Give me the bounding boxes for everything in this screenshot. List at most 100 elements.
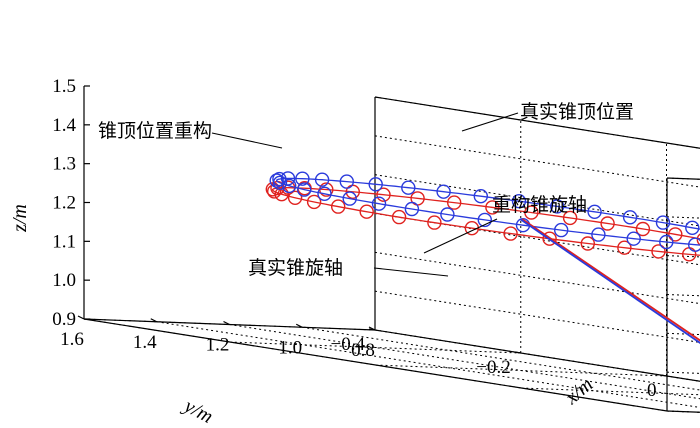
frame-edge-back-top bbox=[374, 96, 700, 149]
reconstructed-apex-trajectory-marker bbox=[436, 184, 451, 199]
z-axis-label: z/m bbox=[9, 204, 31, 233]
y-tick-label: 1.6 bbox=[60, 329, 84, 350]
y-tick-mark bbox=[150, 318, 158, 323]
leader-reconstructed-apex bbox=[211, 132, 283, 149]
annotation-true-apex: 真实锥顶位置 bbox=[520, 101, 634, 123]
true-apex-trajectory-marker bbox=[696, 233, 700, 246]
leader-true-apex bbox=[461, 112, 519, 132]
annotation-reconstructed-axis: 重构锥旋轴 bbox=[492, 194, 587, 216]
grid-layer bbox=[83, 96, 700, 413]
reconstructed-apex-trajectory-marker bbox=[401, 180, 416, 195]
frame-edge-right-top bbox=[666, 177, 700, 180]
reconstructed-apex-trajectory-line bbox=[276, 177, 700, 246]
axes-frame: 0.9 1.0 1.1 1.2 1.3 1.4 1.5 0.8 1.0 1.2 1.4 1.6 −0.4… bbox=[52, 76, 700, 413]
true-apex-trajectory-marker bbox=[391, 209, 407, 225]
true-apex-trajectory-marker bbox=[359, 204, 374, 219]
reconstructed-apex-trajectory-marker bbox=[404, 201, 420, 217]
leader-reconstructed-axis bbox=[423, 218, 498, 254]
true-apex-trajectory-marker bbox=[651, 244, 666, 259]
z-tick-label: 1.0 bbox=[52, 270, 76, 291]
x-tick-mark bbox=[368, 328, 376, 331]
reconstructed-apex-trajectory-marker bbox=[280, 171, 296, 186]
grid-line-floor-y bbox=[302, 326, 700, 391]
x-tick-mark bbox=[514, 351, 521, 354]
true-apex-trajectory-marker bbox=[503, 226, 518, 241]
reconstructed-apex-trajectory-marker bbox=[342, 191, 357, 206]
true-apex-trajectory-marker bbox=[617, 240, 632, 255]
reconstructed-apex-trajectory-marker bbox=[295, 171, 310, 186]
true-apex-trajectory-marker bbox=[331, 199, 346, 214]
y-tick-label: 1.2 bbox=[206, 335, 230, 356]
grid-line-floor-x bbox=[521, 387, 700, 396]
reconstructed-apex-trajectory-marker bbox=[659, 234, 674, 250]
reconstructed-apex-trajectory-marker bbox=[440, 207, 455, 222]
x-tick-mark bbox=[660, 374, 667, 377]
y-tick-mark bbox=[223, 320, 230, 326]
reconstructed-apex-trajectory-marker bbox=[368, 177, 383, 192]
y-tick-label: 1.0 bbox=[278, 337, 302, 358]
y-tick-mark bbox=[295, 323, 303, 328]
reconstructed-apex-trajectory-marker bbox=[314, 172, 330, 187]
reconstructed-apex-trajectory-marker bbox=[297, 182, 312, 197]
true-apex-trajectory-marker bbox=[485, 200, 500, 215]
z-tick-label: 1.2 bbox=[52, 193, 76, 214]
annotation-reconstructed-apex: 锥顶位置重构 bbox=[98, 120, 212, 142]
reconstructed-apex-trajectory-marker bbox=[282, 178, 297, 194]
true-apex-trajectory-marker bbox=[427, 215, 442, 230]
reconstructed-apex-trajectory-marker bbox=[550, 199, 565, 214]
leader-true-axis bbox=[373, 267, 449, 277]
grid-line-floor-y bbox=[229, 324, 700, 400]
x-axis-label: x/m bbox=[560, 373, 597, 409]
reconstructed-apex-trajectory-marker bbox=[688, 237, 700, 252]
z-tick-label: 0.9 bbox=[52, 309, 76, 330]
true-apex-trajectory-marker bbox=[635, 221, 651, 237]
y-tick-label: 1.4 bbox=[133, 332, 157, 353]
grid-line-ywall-z bbox=[374, 251, 700, 305]
true-apex-trajectory-marker bbox=[600, 216, 615, 231]
reconstructed-spin-axis-line bbox=[519, 218, 700, 344]
data-layer bbox=[211, 112, 700, 344]
true-apex-trajectory-marker bbox=[668, 227, 683, 242]
reconstructed-apex-trajectory-marker bbox=[272, 171, 287, 187]
x-tick-label: −0.2 bbox=[476, 357, 510, 378]
true-apex-trajectory-marker bbox=[542, 231, 557, 246]
reconstructed-apex-trajectory-marker bbox=[339, 174, 354, 189]
z-tick-label: 1.5 bbox=[52, 76, 76, 97]
true-spin-axis-line bbox=[521, 218, 700, 342]
reconstructed-apex-trajectory-marker bbox=[511, 193, 527, 209]
y-tick-mark bbox=[77, 315, 85, 320]
reconstructed-apex-trajectory-marker bbox=[626, 231, 641, 246]
reconstructed-apex-trajectory-marker bbox=[269, 173, 284, 188]
true-apex-trajectory-marker bbox=[287, 190, 303, 206]
true-apex-trajectory-marker bbox=[376, 187, 391, 202]
reconstructed-apex-trajectory-marker bbox=[587, 204, 602, 220]
reconstructed-apex-trajectory-marker bbox=[591, 227, 606, 242]
reconstructed-apex-trajectory-marker bbox=[685, 220, 700, 236]
reconstructed-apex-trajectory-marker bbox=[554, 222, 569, 238]
frame-edge-right-floor bbox=[666, 410, 700, 413]
true-apex-trajectory-marker bbox=[306, 194, 322, 210]
z-tick-label: 1.1 bbox=[52, 231, 76, 252]
x-tick-label: −0.4 bbox=[331, 334, 366, 355]
true-apex-trajectory-marker bbox=[524, 205, 539, 220]
z-tick-label: 1.4 bbox=[52, 115, 76, 136]
grid-line-xwall-z bbox=[666, 294, 700, 297]
true-apex-trajectory-marker bbox=[580, 236, 595, 251]
y-axis-label: y/m bbox=[179, 394, 217, 428]
y-tick-label: 0.8 bbox=[351, 340, 375, 361]
reconstructed-apex-trajectory-marker bbox=[477, 212, 492, 228]
true-apex-trajectory-marker bbox=[562, 210, 578, 226]
x-tick-label: 0 bbox=[647, 380, 657, 401]
grid-line-xwall-z bbox=[666, 371, 700, 374]
true-apex-trajectory-marker bbox=[447, 195, 462, 210]
reconstructed-apex-trajectory-marker bbox=[317, 186, 332, 202]
label-layer: x/m y/m z/m 锥顶位置重构 真实锥顶位置 重构锥旋轴 真实锥旋轴 bbox=[9, 101, 634, 428]
reconstructed-apex-trajectory-marker bbox=[655, 215, 671, 230]
reconstructed-apex-trajectory-marker bbox=[473, 188, 488, 204]
frame-edge-front-floor bbox=[83, 318, 668, 412]
reconstructed-apex-trajectory-marker bbox=[622, 210, 638, 225]
grid-line-floor-x bbox=[229, 341, 521, 354]
reconstructed-apex-trajectory-marker bbox=[371, 196, 387, 211]
annotation-true-axis: 真实锥旋轴 bbox=[248, 257, 343, 279]
